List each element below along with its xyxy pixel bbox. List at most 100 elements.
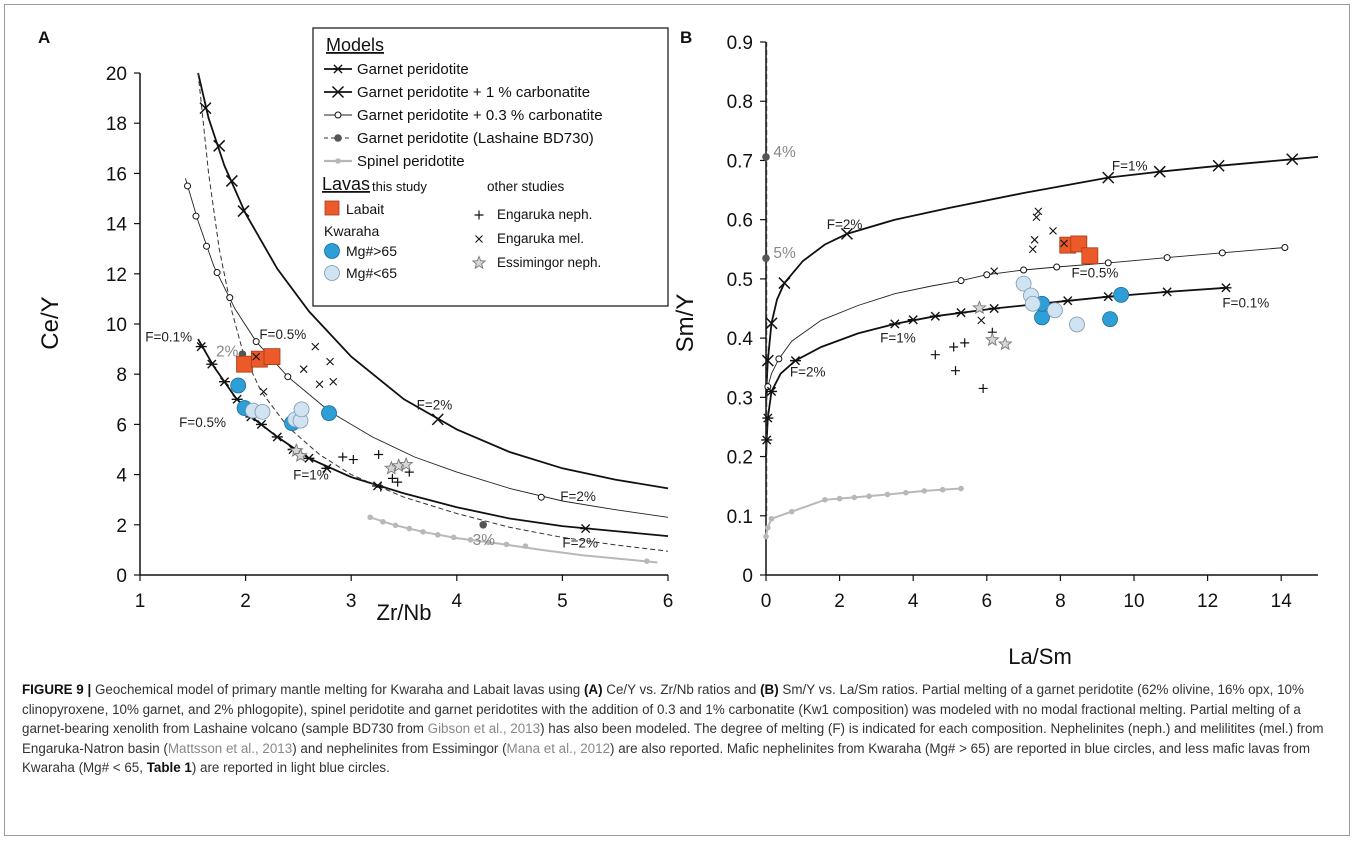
caption-text-1: Geochemical model of primary mantle melt… [91,682,584,697]
point-engaruka-neph-3 [376,482,386,492]
legend-mg-high: Mg#>65 [346,243,397,259]
point-spinel-peridotite-6 [851,494,858,501]
point-engaruka-mel-1 [990,267,999,276]
caption-text-3: Sm/Y vs. La/Sm ratios. Partial melting o… [22,682,1304,737]
legend-engaruka-mel: Engaruka mel. [497,231,584,246]
point-garnet-peridotite-1-carbonatite-0 [761,354,774,367]
y-tick-label-9: 0.9 [727,33,753,54]
legend-label-garnet-peridotite-lashaine-bd730: Garnet peridotite (Lashaine BD730) [357,130,594,147]
caption-ref-gibson[interactable]: Gibson et al., 2013 [427,721,541,737]
curve-garnet-peridotite-1-carbonatite [765,156,1319,398]
point-garnet-peridotite-9 [321,463,333,473]
y-tick-label-1: 0.1 [727,507,753,528]
point-garnet-peridotite-1-carbonatite-2 [778,277,791,290]
point-engaruka-mel-5 [1034,207,1043,216]
caption-ref-mana[interactable]: Mana et al., 2012 [506,740,611,756]
point-garnet-peridotite-6 [271,432,283,442]
point-spinel-peridotite-11 [939,486,946,493]
point-spinel-peridotite-0 [763,533,769,540]
point-garnet-peridotite-9 [1062,296,1074,306]
point-spinel-peridotite-2 [392,522,399,529]
point-garnet-peridotite-0-3-carbonatite-7 [537,493,545,501]
x-tick-label-4: 8 [1055,591,1066,612]
point-engaruka-mel-6 [329,377,338,386]
point-garnet-peridotite-11 [1161,287,1173,297]
panel-b-x-ticks: 0 2 4 6 8 10 12 14 [761,575,1292,612]
panel-a-annotations: F=0.1% 2% F=0.5% F=0.5% F=1% F=2% F=2% 3% F=2% [145,327,598,550]
legend-label-garnet-peridotite-0-3-carbonatite: Garnet peridotite + 0.3 % carbonatite [357,107,603,124]
curve-garnet-peridotite [765,286,1227,457]
panel-b-x-label: La/Sm [1008,644,1072,669]
point-garnet-peridotite-1-carbonatite-2 [225,174,238,187]
y-tick-label-3: 6 [116,415,127,436]
point-engaruka-mel-6 [1049,227,1057,235]
point-garnet-peridotite-1-carbonatite-1 [213,139,226,152]
point-mg-65-0 [1015,275,1032,292]
point-garnet-peridotite-0-3-carbonatite-0 [764,383,772,391]
legend-marker-garnet-peridotite-0-3-carbonatite [334,111,342,119]
legend-engaruka-neph: Engaruka neph. [497,207,592,222]
point-engaruka-mel-3 [311,342,320,351]
point-engaruka-neph-2 [951,366,961,376]
panel-b-model-curves [765,42,1319,537]
point-engaruka-neph-5 [393,477,403,487]
point-spinel-peridotite-7 [467,537,474,543]
legend-mg-low: Mg#<65 [346,265,397,281]
point-engaruka-mel-4 [1032,213,1041,222]
y-tick-label-8: 16 [106,164,127,185]
point-garnet-peridotite-6 [929,311,941,321]
point-garnet-peridotite-0-3-carbonatite-6 [284,373,292,381]
point-garnet-peridotite-10 [372,481,384,491]
point-garnet-peridotite-1-carbonatite-7 [1286,153,1299,166]
point-mg-65-3 [1046,302,1063,319]
point-garnet-peridotite-0-3-carbonatite-4 [1020,266,1028,274]
point-engaruka-neph-4 [978,383,988,393]
legend-label-spinel-peridotite: Spinel peridotite [357,153,465,170]
x-tick-label-0: 0 [761,591,772,612]
point-garnet-peridotite-0-3-carbonatite-1 [192,212,200,220]
point-spinel-peridotite-5 [434,532,441,538]
point-garnet-peridotite-8 [988,303,1000,314]
legend-marker-garnet-peridotite-1-carbonatite [331,85,345,99]
legend-other-markers [471,210,487,270]
point-essimingor-neph-1 [984,332,1000,347]
point-spinel-peridotite-4 [822,496,828,503]
point-garnet-peridotite-0-3-carbonatite-3 [983,271,991,279]
x-tick-label-3: 6 [982,591,993,612]
caption-table-ref[interactable]: Table 1 [146,760,192,776]
point-garnet-peridotite-0-3-carbonatite-5 [252,338,260,346]
legend-mg-low-marker [324,265,340,281]
point-garnet-peridotite-0-3-carbonatite-2 [203,242,211,250]
point-garnet-peridotite-5 [255,419,267,430]
caption-text-2: Ce/Y vs. Zr/Nb ratios and [602,682,761,697]
point-garnet-peridotite-1-carbonatite-3 [237,205,250,218]
caption-ref-mattsson[interactable]: Mattsson et al., 2013 [167,740,293,756]
annotation-f-0-1-0: F=0.1% [145,330,192,345]
point-garnet-peridotite-4 [889,319,901,329]
point-spinel-peridotite-11 [644,558,650,564]
y-tick-label-0: 0 [116,566,127,587]
point-garnet-peridotite-0-3-carbonatite-5 [1053,263,1061,271]
y-tick-label-3: 0.3 [727,388,753,409]
point-spinel-peridotite-5 [836,495,843,502]
curve-garnet-peridotite-1-carbonatite [197,72,669,490]
annotation-f-2-7: F=2% [790,365,826,380]
point-garnet-peridotite-7 [955,308,967,318]
caption-b: (B) [760,682,779,697]
point-mg-65-4 [293,401,310,418]
annotation-5-1: 5% [773,245,796,262]
legend-model-entries: Garnet peridotite Garnet peridotite + 1 %… [324,61,603,170]
point-garnet-peridotite-12 [1220,283,1232,293]
annotation-f-2-6: F=2% [560,489,596,504]
point-mg-65-4 [1069,316,1085,333]
point-garnet-peridotite-0-3-carbonatite-7 [1163,254,1171,262]
panel-a-y-ticks: 0 2 4 6 8 10 12 14 16 18 20 [106,64,140,587]
annotation-f-1-4: F=1% [293,468,329,483]
point-essimingor-neph-0 [972,300,987,315]
legend-labait: Labait [346,201,384,217]
legend-label-garnet-peridotite: Garnet peridotite [357,61,469,78]
legend-marker-engaruka-mel [475,235,483,243]
point-garnet-peridotite-1-carbonatite-6 [1212,159,1225,172]
point-garnet-peridotite-1-carbonatite-1 [765,317,778,330]
